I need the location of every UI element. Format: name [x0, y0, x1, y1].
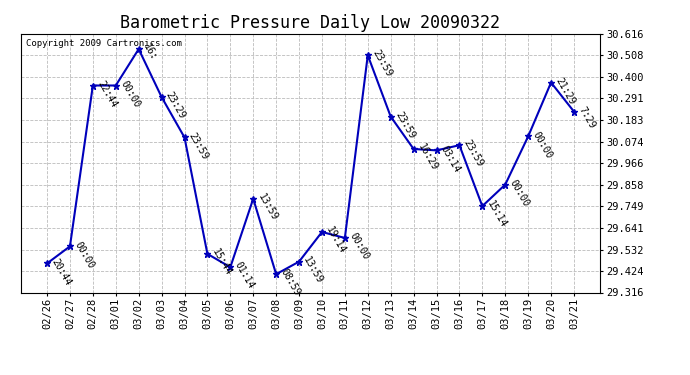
Text: 00:00: 00:00: [347, 231, 371, 262]
Text: 19:14: 19:14: [324, 225, 348, 256]
Text: Copyright 2009 Cartronics.com: Copyright 2009 Cartronics.com: [26, 39, 182, 48]
Text: 00:00: 00:00: [118, 79, 141, 109]
Title: Barometric Pressure Daily Low 20090322: Barometric Pressure Daily Low 20090322: [121, 14, 500, 32]
Text: 23:59: 23:59: [393, 110, 417, 140]
Text: 13:59: 13:59: [302, 255, 325, 285]
Text: 00:00: 00:00: [531, 130, 554, 160]
Text: 20:44: 20:44: [50, 256, 73, 287]
Text: 00:00: 00:00: [72, 240, 96, 270]
Text: 15:14: 15:14: [485, 200, 508, 230]
Text: 23:59: 23:59: [371, 48, 393, 79]
Text: 08:59: 08:59: [279, 267, 302, 298]
Text: 01:14: 01:14: [233, 261, 256, 291]
Text: 15:44: 15:44: [210, 247, 233, 278]
Text: 21:29: 21:29: [553, 76, 577, 106]
Text: 7:29: 7:29: [576, 105, 597, 130]
Text: 23:59: 23:59: [462, 138, 485, 169]
Text: 23:29: 23:29: [164, 90, 188, 121]
Text: 16:: 16:: [141, 42, 159, 63]
Text: 22:44: 22:44: [95, 79, 119, 109]
Text: 16:29: 16:29: [416, 142, 440, 172]
Text: 00:00: 00:00: [508, 178, 531, 208]
Text: 03:14: 03:14: [439, 144, 462, 174]
Text: 13:59: 13:59: [256, 192, 279, 222]
Text: 23:59: 23:59: [187, 130, 210, 161]
